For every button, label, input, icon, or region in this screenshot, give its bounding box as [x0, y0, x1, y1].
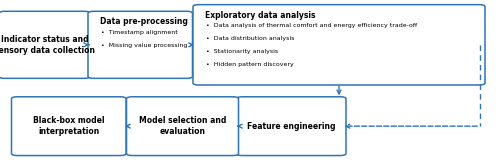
Text: Feature engineering: Feature engineering	[247, 122, 336, 131]
Text: •  Hidden pattern discovery: • Hidden pattern discovery	[206, 62, 294, 67]
Text: •  Data analysis of thermal comfort and energy efficiency trade-off: • Data analysis of thermal comfort and e…	[206, 23, 417, 28]
Text: •  Stationarity analysis: • Stationarity analysis	[206, 49, 278, 54]
Text: •  Data distribution analysis: • Data distribution analysis	[206, 36, 294, 41]
FancyBboxPatch shape	[193, 5, 485, 85]
FancyBboxPatch shape	[236, 97, 346, 156]
Text: Black-box model
interpretation: Black-box model interpretation	[33, 117, 104, 136]
Text: •  Timestamp alignment: • Timestamp alignment	[101, 30, 178, 35]
Text: Exploratory data analysis: Exploratory data analysis	[205, 11, 316, 20]
Text: Data pre-processing: Data pre-processing	[100, 17, 188, 26]
Text: •  Missing value processing: • Missing value processing	[101, 43, 188, 48]
FancyBboxPatch shape	[0, 11, 90, 78]
FancyBboxPatch shape	[12, 97, 126, 156]
Text: Model selection and
evaluation: Model selection and evaluation	[139, 117, 226, 136]
Text: Indicator status and
sensory data collection: Indicator status and sensory data collec…	[0, 35, 95, 54]
FancyBboxPatch shape	[126, 97, 238, 156]
FancyBboxPatch shape	[88, 11, 192, 78]
